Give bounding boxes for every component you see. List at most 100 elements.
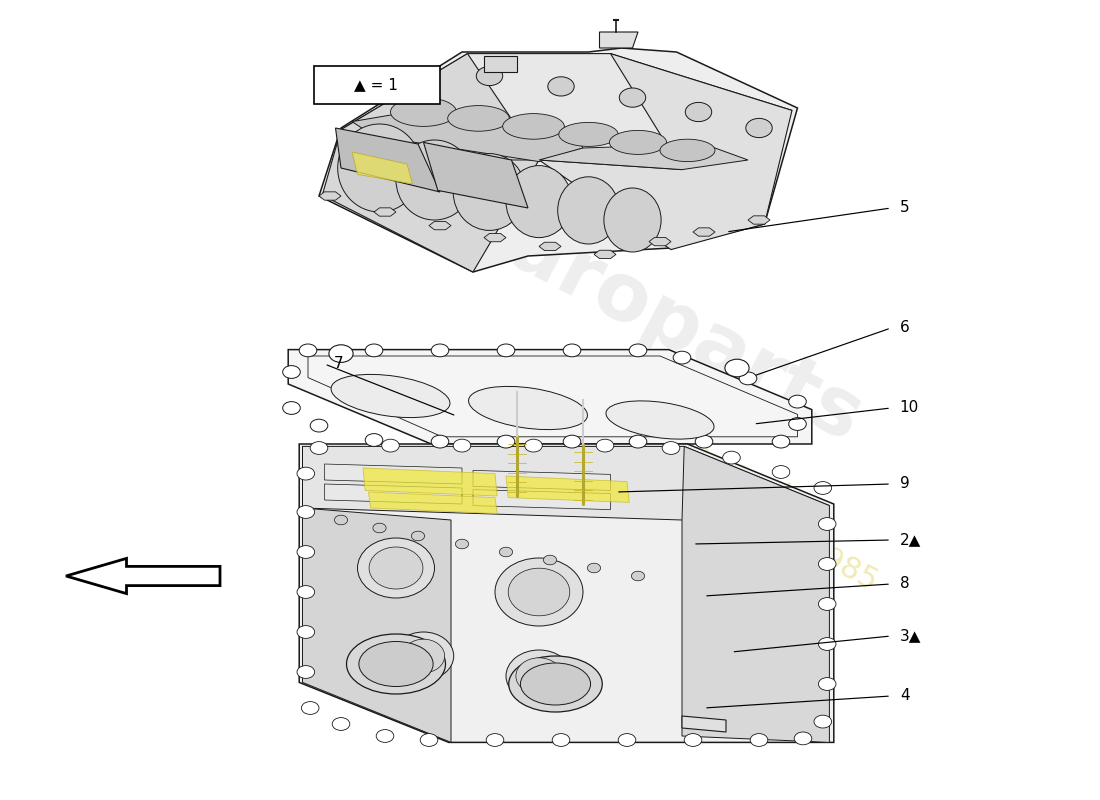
Circle shape [310,442,328,454]
Ellipse shape [346,634,446,694]
Polygon shape [66,558,220,594]
Polygon shape [346,130,539,160]
Circle shape [725,359,749,377]
Circle shape [695,435,713,448]
Polygon shape [594,250,616,258]
Circle shape [334,515,348,525]
Polygon shape [319,48,798,272]
Text: 4: 4 [900,689,910,703]
Ellipse shape [358,538,434,598]
Circle shape [486,734,504,746]
Circle shape [750,734,768,746]
Text: ▲ = 1: ▲ = 1 [354,78,398,92]
Ellipse shape [604,188,661,252]
Circle shape [297,546,315,558]
Circle shape [310,419,328,432]
Polygon shape [363,468,497,496]
Polygon shape [319,192,341,200]
Ellipse shape [403,639,444,673]
Circle shape [476,66,503,86]
Ellipse shape [390,98,456,126]
Text: 6: 6 [900,321,910,335]
Polygon shape [302,446,829,520]
Circle shape [297,506,315,518]
Text: 7: 7 [333,357,343,371]
Circle shape [382,439,399,452]
Polygon shape [539,54,792,250]
Ellipse shape [370,547,422,589]
Polygon shape [748,216,770,224]
Circle shape [299,344,317,357]
Circle shape [789,395,806,408]
Circle shape [301,702,319,714]
Ellipse shape [453,154,526,230]
Polygon shape [429,222,451,230]
Circle shape [329,345,353,362]
Circle shape [619,88,646,107]
Ellipse shape [558,177,619,244]
Circle shape [365,344,383,357]
Text: 8: 8 [900,577,910,591]
Ellipse shape [516,658,562,694]
Polygon shape [539,144,748,170]
Circle shape [662,442,680,454]
Ellipse shape [559,122,618,146]
Ellipse shape [503,114,564,139]
Polygon shape [473,490,610,510]
Circle shape [818,678,836,690]
Circle shape [739,372,757,385]
Circle shape [596,439,614,452]
Circle shape [525,439,542,452]
Polygon shape [682,446,829,742]
Circle shape [723,451,740,464]
Circle shape [499,547,513,557]
Circle shape [552,734,570,746]
Polygon shape [693,228,715,236]
Polygon shape [288,350,812,444]
Ellipse shape [606,401,714,439]
Text: 2▲: 2▲ [900,533,921,547]
Circle shape [746,118,772,138]
Polygon shape [682,716,726,732]
Circle shape [431,435,449,448]
Circle shape [618,734,636,746]
Ellipse shape [359,642,433,686]
Circle shape [297,626,315,638]
Circle shape [543,555,557,565]
Circle shape [631,571,645,581]
Circle shape [283,402,300,414]
Circle shape [673,351,691,364]
Circle shape [297,467,315,480]
Polygon shape [336,128,440,192]
Polygon shape [484,234,506,242]
Polygon shape [473,470,610,490]
Polygon shape [352,152,412,184]
Circle shape [684,734,702,746]
Text: 9: 9 [900,477,910,491]
Circle shape [497,435,515,448]
Circle shape [772,466,790,478]
Polygon shape [649,238,671,246]
Circle shape [411,531,425,541]
Polygon shape [368,492,497,514]
Ellipse shape [331,374,450,418]
Polygon shape [324,484,462,504]
Polygon shape [302,446,451,742]
Circle shape [297,586,315,598]
Ellipse shape [495,558,583,626]
Circle shape [772,435,790,448]
Circle shape [818,518,836,530]
Ellipse shape [660,139,715,162]
Ellipse shape [520,663,591,705]
Circle shape [332,718,350,730]
Circle shape [365,434,383,446]
Circle shape [420,734,438,746]
Circle shape [587,563,601,573]
Ellipse shape [506,650,572,702]
Circle shape [818,558,836,570]
Circle shape [431,344,449,357]
Circle shape [376,730,394,742]
Polygon shape [324,464,462,484]
Ellipse shape [469,386,587,430]
Polygon shape [352,110,583,162]
